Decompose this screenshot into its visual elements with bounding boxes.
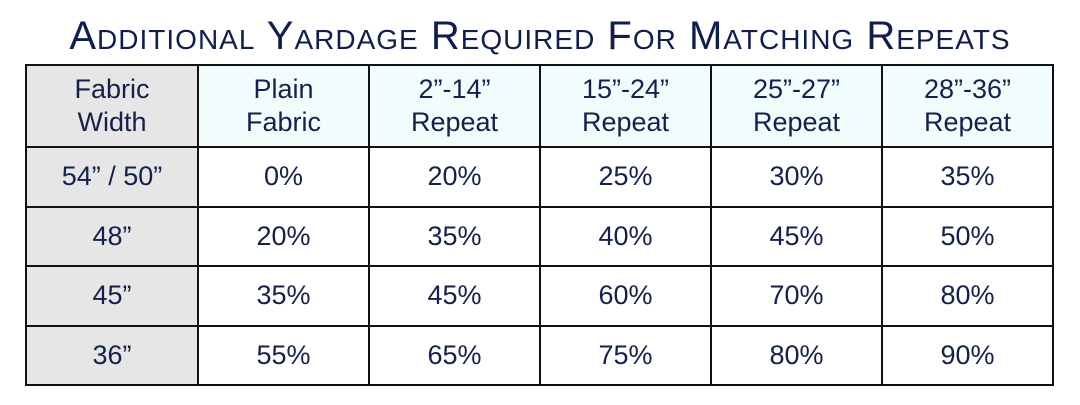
- page-title: Additional Yardage Required For Matching…: [69, 14, 1011, 58]
- percentage-cell: 65%: [368, 324, 541, 386]
- percentage-cell: 45%: [368, 265, 541, 327]
- percentage-cell: 30%: [710, 146, 883, 208]
- column-header: 15”-24” Repeat: [539, 64, 712, 148]
- table-row: 36” 55% 65% 75% 80% 90%: [25, 324, 1054, 386]
- percentage-cell: 20%: [197, 205, 370, 267]
- column-header-line: 28”-36”: [923, 74, 1012, 104]
- column-header-line: 2”-14”: [418, 74, 491, 104]
- column-header: 25”-27” Repeat: [710, 64, 883, 148]
- column-header: Plain Fabric: [197, 64, 370, 148]
- column-header-line: Fabric: [74, 74, 150, 104]
- table-row: 54” / 50” 0% 20% 25% 30% 35%: [25, 146, 1054, 208]
- percentage-cell: 55%: [197, 324, 370, 386]
- column-header-line: Repeat: [410, 107, 499, 137]
- fabric-width-cell: 54” / 50”: [25, 146, 199, 208]
- percentage-cell: 75%: [539, 324, 712, 386]
- header-row: Fabric Width Plain Fabric 2”-14” Repeat 15”-24…: [25, 64, 1054, 148]
- percentage-cell: 80%: [710, 324, 883, 386]
- column-header: 28”-36” Repeat: [881, 64, 1054, 148]
- percentage-cell: 90%: [881, 324, 1054, 386]
- column-header-line: Fabric: [245, 107, 321, 137]
- column-header: Fabric Width: [25, 64, 199, 148]
- fabric-width-cell: 45”: [25, 265, 199, 327]
- column-header-line: Repeat: [752, 107, 841, 137]
- column-header-line: Width: [77, 107, 147, 137]
- table-row: 45” 35% 45% 60% 70% 80%: [25, 265, 1054, 327]
- percentage-cell: 40%: [539, 205, 712, 267]
- percentage-cell: 25%: [539, 146, 712, 208]
- percentage-cell: 45%: [710, 205, 883, 267]
- column-header-line: 15”-24”: [581, 74, 670, 104]
- percentage-cell: 80%: [881, 265, 1054, 327]
- yardage-table: Fabric Width Plain Fabric 2”-14” Repeat 15”-24…: [25, 64, 1054, 386]
- table-row: 48” 20% 35% 40% 45% 50%: [25, 205, 1054, 267]
- percentage-cell: 50%: [881, 205, 1054, 267]
- column-header-line: 25”-27”: [752, 74, 841, 104]
- percentage-cell: 0%: [197, 146, 370, 208]
- percentage-cell: 35%: [368, 205, 541, 267]
- percentage-cell: 60%: [539, 265, 712, 327]
- column-header-line: Repeat: [923, 107, 1012, 137]
- column-header-line: Repeat: [581, 107, 670, 137]
- percentage-cell: 70%: [710, 265, 883, 327]
- percentage-cell: 20%: [368, 146, 541, 208]
- column-header-line: Plain: [253, 74, 314, 104]
- percentage-cell: 35%: [197, 265, 370, 327]
- percentage-cell: 35%: [881, 146, 1054, 208]
- fabric-width-cell: 48”: [25, 205, 199, 267]
- fabric-width-cell: 36”: [25, 324, 199, 386]
- column-header: 2”-14” Repeat: [368, 64, 541, 148]
